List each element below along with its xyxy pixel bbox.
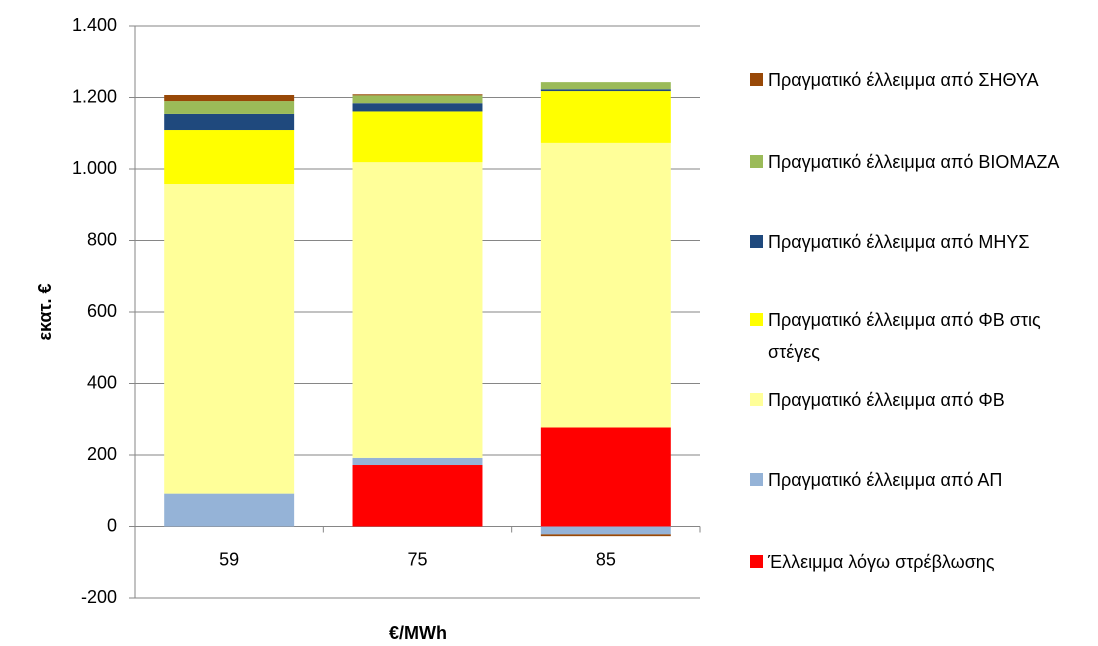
legend-swatch <box>750 473 763 486</box>
bar-segment <box>352 457 483 466</box>
legend-label: Πραγματικό έλλειμμα από ΦΒ <box>768 390 1005 410</box>
legend-swatch <box>750 555 763 568</box>
legend-item: Πραγματικό έλλειμμα από ΣΗΘΥΑ <box>750 64 1095 96</box>
y-tick-label: 1.400 <box>72 15 117 35</box>
y-tick-label: 1.000 <box>72 158 117 178</box>
legend-swatch <box>750 155 763 168</box>
bar-segment <box>540 89 671 92</box>
bar-segment <box>352 162 483 458</box>
legend-swatch <box>750 393 763 406</box>
legend-item: Πραγματικό έλλειμμα από ΦΒ <box>750 384 1095 416</box>
x-tick-label: 59 <box>219 549 239 569</box>
bar-segment <box>540 534 671 537</box>
bar-segment <box>540 142 671 428</box>
y-tick-label: 200 <box>87 444 117 464</box>
bar-segment <box>352 94 483 96</box>
legend-item: Πραγματικό έλλειμμα από ΦΒ στις στέγες <box>750 304 1095 368</box>
x-tick-label: 75 <box>407 549 427 569</box>
x-axis-label: €/MWh <box>389 623 447 643</box>
bar-segment <box>352 465 483 527</box>
bar-segment <box>164 493 295 527</box>
legend-label: Πραγματικό έλλειμμα από ΦΒ στις στέγες <box>768 310 1041 362</box>
y-tick-label: 800 <box>87 229 117 249</box>
legend-item: Έλλειμμα λόγω στρέβλωσης <box>750 546 1095 578</box>
y-tick-label: 400 <box>87 372 117 392</box>
legend-swatch <box>750 73 763 86</box>
y-axis-label: εκατ. € <box>35 283 55 340</box>
legend-swatch <box>750 313 763 326</box>
bar-segment <box>164 113 295 131</box>
bar-segment <box>352 111 483 163</box>
y-tick-label: 0 <box>107 515 117 535</box>
bar-segment <box>540 82 671 90</box>
y-tick-label: -200 <box>81 587 117 607</box>
legend-label: Πραγματικό έλλειμμα από ΒΙΟΜΑΖΑ <box>768 152 1060 172</box>
legend-swatch <box>750 235 763 248</box>
legend-item: Πραγματικό έλλειμμα από ΒΙΟΜΑΖΑ <box>750 146 1095 178</box>
x-tick-label: 85 <box>596 549 616 569</box>
legend-label: Πραγματικό έλλειμμα από ΜΗΥΣ <box>768 232 1030 252</box>
bar-segment <box>540 526 671 535</box>
y-tick-label: 600 <box>87 301 117 321</box>
bar-segment <box>164 94 295 102</box>
bar-segment <box>540 427 671 527</box>
legend-label: Πραγματικό έλλειμμα από ΑΠ <box>768 470 1003 490</box>
legend-label: Πραγματικό έλλειμμα από ΣΗΘΥΑ <box>768 70 1039 90</box>
legend-item: Πραγματικό έλλειμμα από ΑΠ <box>750 464 1095 496</box>
y-tick-label: 1.200 <box>72 86 117 106</box>
bar-segment <box>352 103 483 112</box>
bar-segment <box>540 91 671 143</box>
bar-segment <box>164 184 295 494</box>
bar-segment <box>164 101 295 114</box>
bar-segment <box>352 95 483 104</box>
bar-segment <box>164 130 295 185</box>
legend-label: Έλλειμμα λόγω στρέβλωσης <box>768 552 995 572</box>
legend-item: Πραγματικό έλλειμμα από ΜΗΥΣ <box>750 226 1095 258</box>
